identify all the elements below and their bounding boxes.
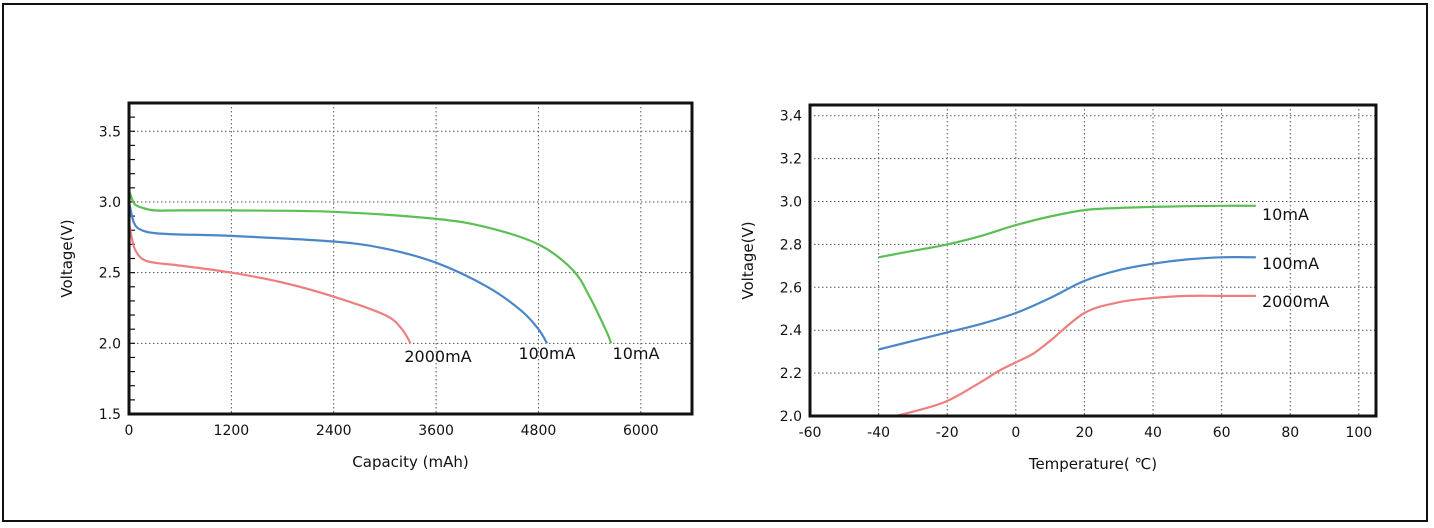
capacity-ytick-label: 3.0 (99, 195, 121, 211)
temperature-series-10ma (878, 204, 1256, 259)
capacity-series-annotation: 2000mA (404, 347, 471, 366)
capacity-xtick-label: 4800 (521, 423, 557, 439)
temperature-series-annotation: 10mA (1262, 205, 1309, 224)
capacity-ytick-label: 1.5 (99, 407, 121, 423)
temperature-xtick-label: 40 (1144, 425, 1162, 441)
capacity-ytick-label: 3.5 (99, 124, 121, 140)
capacity-y-axis-label: Voltage(V) (58, 219, 76, 297)
temperature-ytick-label: 2.0 (780, 409, 802, 425)
temperature-ytick-label: 2.2 (780, 366, 802, 382)
capacity-ytick-label: 2.5 (99, 266, 121, 282)
temperature-ytick-label: 3.4 (780, 109, 802, 125)
temperature-ytick-label: 2.4 (780, 323, 802, 339)
temperature-series-2000ma (890, 294, 1256, 416)
temperature-xtick-label: -60 (799, 425, 822, 441)
temperature-x-axis-label: Temperature( ℃) (1028, 455, 1157, 473)
capacity-xtick-label: 3600 (418, 423, 454, 439)
capacity-xtick-label: 2400 (316, 423, 352, 439)
temperature-xtick-label: -40 (867, 425, 890, 441)
temperature-y-axis-label: Voltage(V) (739, 221, 757, 299)
figure-frame (2, 3, 1428, 522)
temperature-xtick-label: 80 (1281, 425, 1299, 441)
temperature-series-100ma (878, 256, 1256, 351)
temperature-xtick-label: 0 (1011, 425, 1020, 441)
temperature-series-annotation: 100mA (1262, 254, 1319, 273)
temperature-ytick-label: 3.2 (780, 152, 802, 168)
temperature-plot-frame (808, 103, 1378, 418)
capacity-ytick-label: 2.0 (99, 336, 121, 352)
capacity-xtick-label: 6000 (623, 423, 659, 439)
temperature-xtick-label: 60 (1213, 425, 1231, 441)
capacity-x-axis-label: Capacity (mAh) (352, 453, 468, 471)
temperature-xtick-label: 100 (1345, 425, 1372, 441)
capacity-plot-frame (127, 101, 694, 416)
temperature-xtick-label: -20 (936, 425, 959, 441)
temperature-ytick-label: 3.0 (780, 195, 802, 211)
capacity-series-annotation: 100mA (518, 344, 575, 363)
capacity-xtick-label: 1200 (214, 423, 250, 439)
capacity-series-100ma (129, 201, 548, 344)
capacity-series-10ma (129, 190, 613, 344)
capacity-series-2000ma (129, 222, 412, 344)
capacity-chart: 0 1200 2400 3600 4800 6000 1.5 2.0 2.5 3.0 3.5 Capa… (58, 101, 694, 471)
temperature-xtick-label: 20 (1076, 425, 1094, 441)
capacity-series-annotation: 10mA (613, 344, 660, 363)
temperature-ytick-label: 2.6 (780, 280, 802, 296)
temperature-ytick-label: 2.8 (780, 237, 802, 253)
capacity-xtick-label: 0 (125, 423, 134, 439)
temperature-chart: -60 -40 -20 0 20 40 60 80 100 2.0 2.2 2.4 2.6 2.8 3.0 3… (739, 103, 1378, 473)
temperature-series-annotation: 2000mA (1262, 292, 1329, 311)
